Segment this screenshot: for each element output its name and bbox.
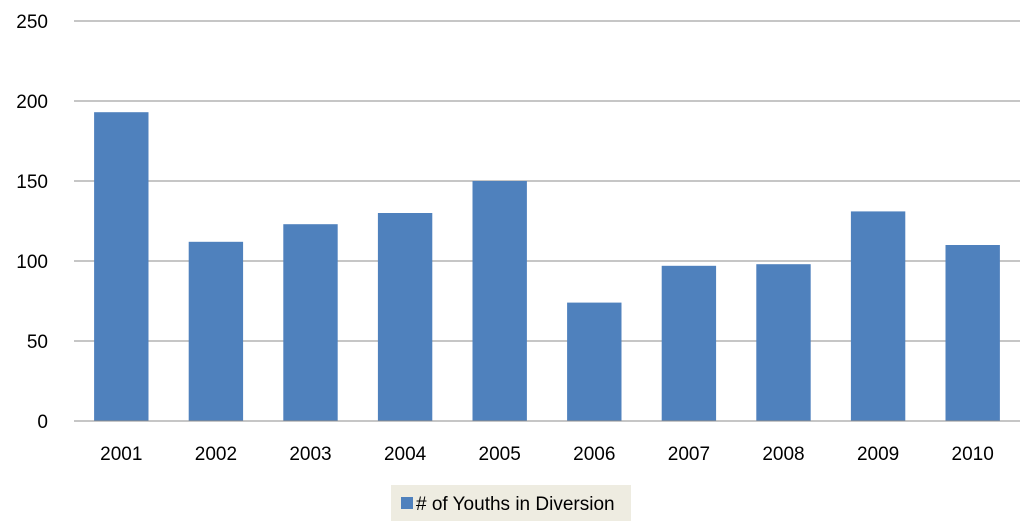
x-tick-label: 2008 [762, 444, 804, 465]
bar-2001 [94, 112, 149, 421]
legend-background [391, 485, 631, 521]
y-tick-label: 200 [16, 92, 48, 113]
bars [94, 112, 1000, 421]
x-tick-label: 2005 [479, 444, 521, 465]
bar-2010 [945, 245, 1000, 421]
y-tick-label: 150 [16, 172, 48, 193]
bar-2007 [661, 265, 717, 421]
bar-2002 [188, 241, 244, 421]
x-tick-label: 2009 [857, 444, 899, 465]
x-tick-label: 2001 [100, 444, 142, 465]
legend-swatch [401, 497, 413, 509]
y-axis-ticks: 0 50 100 150 200 250 [16, 12, 48, 433]
bar-2008 [756, 264, 811, 421]
legend: # of Youths in Diversion [391, 485, 631, 521]
bar-2005 [472, 181, 527, 421]
bar-2003 [283, 224, 338, 421]
x-tick-label: 2004 [384, 444, 427, 465]
x-tick-label: 2007 [668, 444, 710, 465]
x-tick-label: 2002 [195, 444, 237, 465]
y-tick-label: 50 [27, 332, 48, 353]
y-tick-label: 250 [16, 12, 48, 33]
y-tick-label: 0 [37, 412, 48, 433]
bar-2009 [850, 211, 906, 421]
y-tick-label: 100 [16, 252, 48, 273]
x-tick-label: 2010 [952, 444, 994, 465]
x-tick-label: 2006 [573, 444, 615, 465]
legend-label: # of Youths in Diversion [416, 494, 615, 515]
bar-2006 [567, 302, 622, 421]
x-tick-label: 2003 [289, 444, 331, 465]
bar-2004 [377, 213, 433, 421]
x-axis-ticks: 2001 2002 2003 2004 2005 2006 2007 2008 2009 2010 [100, 444, 994, 465]
